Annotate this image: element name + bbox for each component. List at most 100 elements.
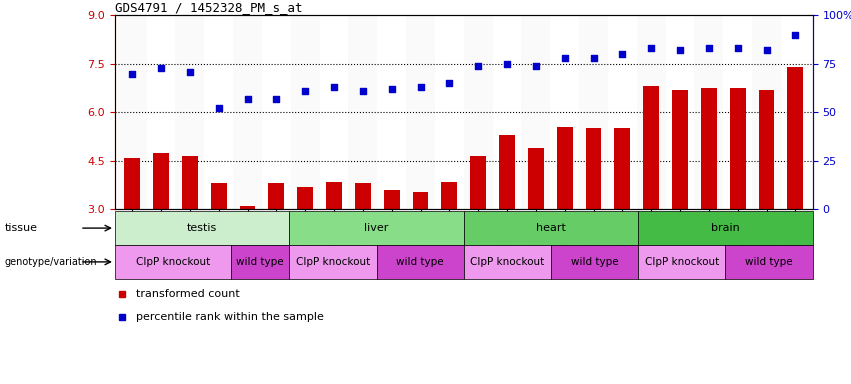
Bar <box>413 192 428 209</box>
Bar <box>580 15 608 209</box>
Text: GDS4791 / 1452328_PM_s_at: GDS4791 / 1452328_PM_s_at <box>115 1 302 14</box>
Bar <box>376 245 464 279</box>
Bar <box>175 15 204 209</box>
Text: ClpP knockout: ClpP knockout <box>645 257 719 267</box>
Text: testis: testis <box>187 223 217 233</box>
Text: ClpP knockout: ClpP knockout <box>296 257 370 267</box>
Point <box>443 80 456 86</box>
Point <box>760 47 774 53</box>
Bar <box>638 245 725 279</box>
Bar <box>493 15 522 209</box>
Bar <box>725 245 813 279</box>
Bar <box>471 156 486 209</box>
Bar <box>348 15 377 209</box>
Bar <box>146 15 175 209</box>
Point <box>644 45 658 51</box>
Bar <box>701 88 717 209</box>
Text: transformed count: transformed count <box>136 289 240 299</box>
Point <box>241 96 254 102</box>
Point <box>385 86 398 92</box>
Bar <box>268 184 284 209</box>
Bar <box>522 15 551 209</box>
Bar <box>694 15 723 209</box>
Text: percentile rank within the sample: percentile rank within the sample <box>136 312 323 322</box>
Point <box>702 45 716 51</box>
Bar <box>464 245 551 279</box>
Point <box>673 47 687 53</box>
Bar <box>124 157 140 209</box>
Point <box>471 63 485 69</box>
Bar <box>758 90 774 209</box>
Bar <box>289 211 464 245</box>
Bar <box>723 15 752 209</box>
Bar <box>614 129 631 209</box>
Bar <box>320 15 348 209</box>
Point <box>789 32 802 38</box>
Bar <box>291 15 320 209</box>
Point <box>529 63 543 69</box>
Point <box>615 51 629 57</box>
Point <box>586 55 600 61</box>
Bar <box>464 211 638 245</box>
Text: tissue: tissue <box>4 223 37 233</box>
Bar <box>500 135 515 209</box>
Point <box>500 61 514 67</box>
Bar <box>435 15 464 209</box>
Text: genotype/variation: genotype/variation <box>4 257 97 267</box>
Bar <box>787 67 803 209</box>
Bar <box>781 15 810 209</box>
Bar <box>326 182 342 209</box>
Point <box>154 65 168 71</box>
Bar <box>240 206 255 209</box>
Bar <box>233 15 262 209</box>
Point <box>125 71 139 77</box>
Text: ClpP knockout: ClpP knockout <box>471 257 545 267</box>
Text: wild type: wild type <box>571 257 619 267</box>
Bar <box>115 245 231 279</box>
Bar <box>464 15 493 209</box>
Bar <box>204 15 233 209</box>
Bar <box>643 86 660 209</box>
Text: wild type: wild type <box>397 257 444 267</box>
Text: brain: brain <box>711 223 740 233</box>
Bar <box>528 148 544 209</box>
Text: wild type: wild type <box>237 257 284 267</box>
Bar <box>551 15 580 209</box>
Bar <box>638 211 813 245</box>
Bar <box>182 156 197 209</box>
Bar <box>355 184 371 209</box>
Bar <box>551 245 638 279</box>
Bar <box>297 187 313 209</box>
Bar <box>384 190 400 209</box>
Point <box>183 68 197 74</box>
Point <box>414 84 427 90</box>
Bar <box>752 15 781 209</box>
Text: ClpP knockout: ClpP knockout <box>136 257 210 267</box>
Bar <box>262 15 291 209</box>
Point <box>270 96 283 102</box>
Bar <box>153 153 169 209</box>
Bar <box>730 88 745 209</box>
Bar <box>442 182 457 209</box>
Bar <box>608 15 637 209</box>
Point <box>328 84 341 90</box>
Bar <box>117 15 146 209</box>
Bar <box>557 127 573 209</box>
Text: wild type: wild type <box>745 257 793 267</box>
Text: liver: liver <box>364 223 389 233</box>
Bar <box>289 245 376 279</box>
Point <box>212 105 226 111</box>
Point <box>731 45 745 51</box>
Text: heart: heart <box>536 223 566 233</box>
Point <box>558 55 572 61</box>
Point <box>299 88 312 94</box>
Bar <box>406 15 435 209</box>
Bar <box>115 211 289 245</box>
Bar <box>585 129 602 209</box>
Bar <box>211 184 226 209</box>
Bar <box>637 15 665 209</box>
Bar <box>672 90 688 209</box>
Bar <box>665 15 694 209</box>
Bar <box>377 15 406 209</box>
Bar <box>231 245 289 279</box>
